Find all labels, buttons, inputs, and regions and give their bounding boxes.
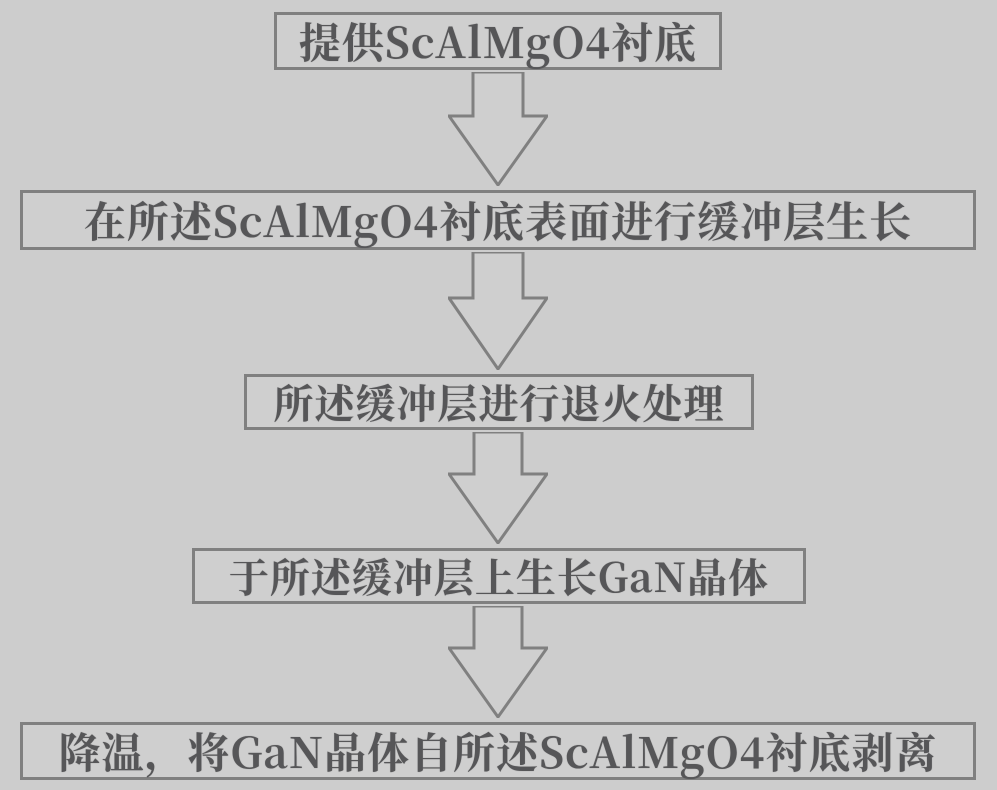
flow-arrow-1 <box>448 72 548 186</box>
flow-step-5: 降温，将GaN晶体自所述ScAlMgO4衬底剥离 <box>20 722 976 780</box>
flow-arrow-3 <box>448 432 548 544</box>
flowchart-canvas: 提供ScAlMgO4衬底 在所述ScAlMgO4衬底表面进行缓冲层生长 所述缓冲… <box>0 0 997 790</box>
flow-step-1: 提供ScAlMgO4衬底 <box>274 12 722 70</box>
flow-step-4: 于所述缓冲层上生长GaN晶体 <box>192 548 806 604</box>
flow-step-3: 所述缓冲层进行退火处理 <box>244 374 754 430</box>
flow-arrow-4 <box>448 606 548 718</box>
flow-arrow-2 <box>448 252 548 370</box>
flow-step-2: 在所述ScAlMgO4衬底表面进行缓冲层生长 <box>20 190 976 250</box>
